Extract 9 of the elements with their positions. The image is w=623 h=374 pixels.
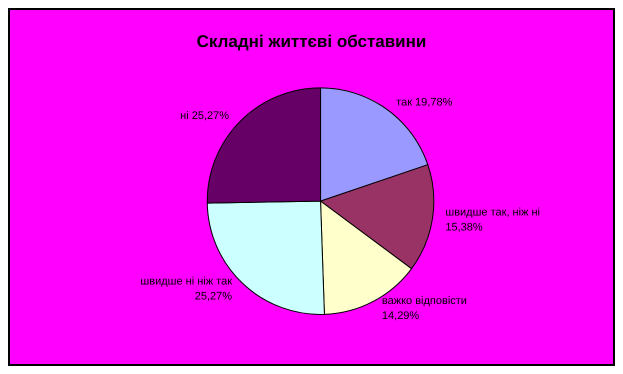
data-label: 14,29%	[382, 310, 420, 322]
data-label: 15,38%	[445, 221, 483, 234]
slice-label: ні 25,27%	[180, 110, 230, 122]
data-label: 25,27%	[194, 290, 232, 303]
slice-label: швидше так, ніж ні	[445, 206, 540, 218]
chart-title: Складні життєві обставини	[196, 32, 426, 51]
slice-label: швидше ні ніж так	[140, 276, 232, 288]
slice-label: важко відповісти	[382, 295, 467, 308]
slice-label: так 19,78%	[396, 96, 453, 109]
